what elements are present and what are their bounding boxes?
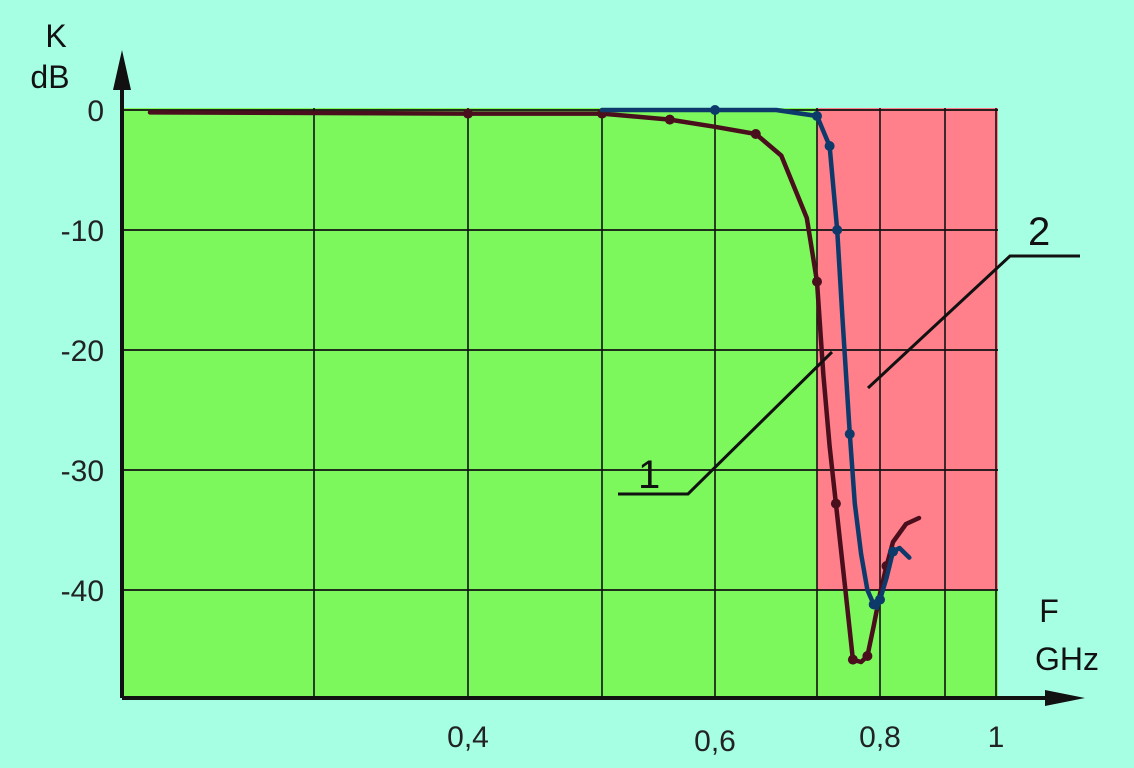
series-1-point-13 [847, 654, 858, 665]
series-2-point-8 [844, 429, 855, 439]
y-tick-labels: 0 -10 -20 -30 -40 [61, 95, 104, 608]
series-1-point-11 [830, 498, 841, 509]
y-tick-label-0: 0 [87, 95, 104, 128]
curve-2-leader-line [866, 254, 1080, 390]
curve-1-leader-line [618, 350, 834, 496]
curve-1-label: 1 [638, 453, 660, 497]
axes [113, 50, 1085, 706]
y-axis-title-line1: K [45, 18, 66, 54]
x-tick-label-1: 0,6 [694, 725, 736, 758]
series-2-point-16 [888, 546, 898, 557]
grid [122, 108, 998, 698]
x-axis-title-line1: F [1039, 593, 1059, 629]
y-tick-label-2: -20 [61, 335, 104, 368]
curve-2-label: 2 [1028, 210, 1050, 254]
curves [147, 105, 922, 665]
y-axis-title: K dB [30, 18, 69, 95]
series-2-point-5 [824, 141, 835, 151]
stopband-region [817, 108, 998, 590]
series-1-point-8 [812, 276, 822, 287]
series-2-point-2 [710, 105, 720, 115]
x-tick-label-3: 1 [988, 721, 1005, 754]
series-2-point-6 [832, 225, 843, 235]
series-2-point-4 [812, 111, 822, 121]
x-axis-title-line2: GHz [1035, 641, 1099, 677]
series-1-point-3 [664, 114, 675, 125]
series-1-point-15 [862, 651, 873, 661]
x-tick-labels: 0,4 0,6 0,8 1 [447, 721, 1004, 758]
y-axis-title-line2: dB [30, 59, 69, 95]
series-1-point-1 [463, 108, 473, 119]
series-2-line [599, 107, 912, 611]
series-2-point-14 [875, 594, 885, 605]
y-tick-label-4: -40 [61, 575, 104, 608]
y-axis-arrow [113, 50, 131, 90]
series-1-point-5 [750, 129, 761, 139]
x-axis-arrow [1045, 690, 1085, 706]
plot-area [122, 105, 998, 698]
y-tick-label-3: -30 [61, 455, 104, 488]
x-tick-label-0: 0,4 [447, 721, 489, 754]
x-axis-title: F GHz [1035, 593, 1099, 677]
curve-labels: 1 2 [618, 210, 1080, 497]
series-1-line [147, 110, 922, 665]
y-tick-label-1: -10 [61, 215, 104, 248]
x-tick-label-2: 0,8 [859, 721, 901, 754]
